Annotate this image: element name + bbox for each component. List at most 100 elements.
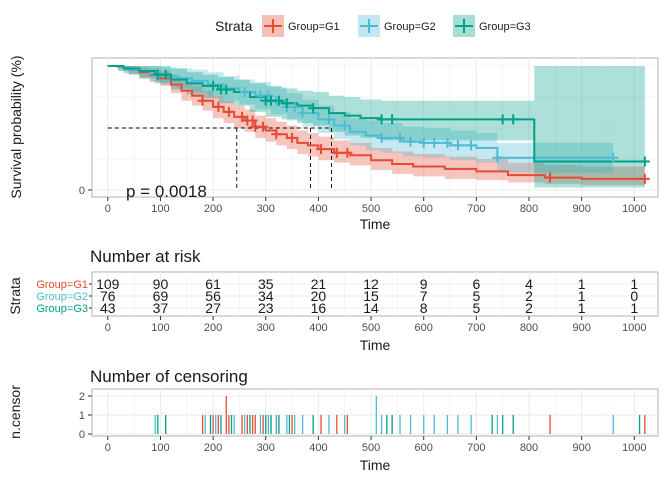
risk-cell: 35 (258, 276, 274, 292)
survival-x-tick-label: 600 (415, 203, 433, 215)
risk-table-y-axis-title: Strata (7, 277, 23, 315)
censor-mark-g3 (221, 84, 232, 95)
risk-x-tick-label: 100 (151, 322, 169, 334)
risk-cell: 34 (258, 288, 274, 304)
legend-label-g2: Group=G2 (384, 21, 436, 33)
risk-cell: 23 (258, 300, 274, 316)
censor-mark-g1 (316, 144, 327, 155)
median-survival-lines (107, 127, 333, 190)
risk-table-x-axis-title: Time (360, 337, 391, 353)
risk-row-g1: 109 90 61 35 21 12 9 6 4 1 1 (96, 276, 638, 292)
risk-cell: 0 (630, 288, 638, 304)
censor-mark-g2 (339, 120, 350, 131)
censor-mark-g1 (258, 121, 269, 132)
risk-cell: 1 (578, 288, 586, 304)
censoring-y-tick-label: 0 (79, 429, 85, 441)
risk-table-x-ticks: 0 100 200 300 400 500 600 700 800 900 1000 (105, 316, 647, 334)
censor-mark-g1 (197, 95, 208, 106)
risk-cell: 90 (153, 276, 169, 292)
risk-row-g2: 76 69 56 34 20 15 7 5 2 1 0 (100, 288, 638, 304)
censor-mark-g3 (208, 80, 219, 91)
risk-cell: 9 (420, 276, 428, 292)
censoring-x-tick-label: 900 (572, 442, 590, 454)
censor-mark-g2 (323, 114, 334, 125)
censoring-x-tick-label: 800 (520, 442, 538, 454)
risk-cell: 1 (630, 276, 638, 292)
risk-x-tick-label: 600 (415, 322, 433, 334)
censoring-panel-border (91, 388, 659, 437)
survival-panel: p = 0.0018 0 100 200 300 400 500 600 700 800 900 1… (8, 55, 659, 232)
censor-mark-g2 (608, 152, 619, 163)
survival-x-tick-label: 400 (309, 203, 327, 215)
risk-x-tick-label: 0 (105, 322, 111, 334)
risk-cell: 56 (205, 288, 221, 304)
censoring-y-tick-label: 1 (79, 410, 85, 422)
censor-mark-g3 (508, 114, 519, 125)
survival-x-ticks: 0 100 200 300 400 500 600 700 800 900 1000 (105, 197, 647, 215)
risk-cell: 37 (153, 300, 169, 316)
censoring-x-tick-label: 200 (204, 442, 222, 454)
censoring-y-axis-title: n.censor (7, 385, 23, 439)
legend-title: Strata (215, 18, 253, 34)
censor-mark-g1 (331, 147, 342, 158)
censoring-y-tick-label: 2 (79, 391, 85, 403)
censoring-x-tick-label: 500 (362, 442, 380, 454)
survival-x-tick-label: 900 (572, 203, 590, 215)
censor-mark-g2 (429, 137, 440, 148)
survival-censor-marks (152, 69, 650, 184)
survival-x-tick-label: 300 (257, 203, 275, 215)
censor-mark-g1 (247, 115, 258, 126)
risk-x-tick-label: 700 (467, 322, 485, 334)
risk-table-gridlines (92, 272, 658, 316)
risk-table-border (91, 271, 659, 317)
censoring-bars (154, 396, 646, 434)
pvalue-annotation: p = 0.0018 (126, 182, 207, 201)
censor-mark-g3 (160, 69, 171, 80)
censor-mark-g3 (273, 95, 284, 106)
censor-mark-g2 (289, 101, 300, 112)
censor-mark-g1 (545, 172, 556, 183)
censoring-x-tick-label: 1000 (622, 442, 646, 454)
censor-mark-g1 (213, 101, 224, 112)
risk-cell: 21 (311, 276, 327, 292)
risk-cell: 20 (311, 288, 327, 304)
legend-items: Group=G1 Group=G2 Group=G3 (262, 15, 531, 37)
censoring-x-tick-label: 400 (309, 442, 327, 454)
survival-gridlines (92, 58, 658, 197)
censor-mark-g2 (376, 132, 387, 143)
risk-x-tick-label: 400 (309, 322, 327, 334)
risk-table-title: Number at risk (90, 247, 201, 266)
risk-cell: 1 (578, 276, 586, 292)
survival-curve-g3 (107, 65, 645, 163)
risk-x-tick-label: 300 (257, 322, 275, 334)
risk-strata-label-g2: Group=G2 (36, 291, 88, 303)
risk-cell: 12 (363, 276, 379, 292)
survival-x-tick-label: 100 (151, 203, 169, 215)
risk-table-panel: Number at risk 109 90 61 35 21 12 9 6 4 1 176 69 56 3… (7, 247, 659, 353)
risk-cell: 14 (363, 300, 379, 316)
confidence-band-g3 (107, 66, 645, 188)
risk-cell: 6 (472, 276, 480, 292)
risk-x-tick-label: 900 (572, 322, 590, 334)
risk-cell: 69 (153, 288, 169, 304)
legend-label-g1: Group=G1 (288, 21, 340, 33)
censor-mark-g2 (452, 140, 463, 151)
censor-mark-g3 (639, 156, 650, 167)
censoring-x-tick-label: 0 (105, 442, 111, 454)
censoring-x-axis-title: Time (360, 457, 391, 473)
censor-mark-g3 (281, 98, 292, 109)
censor-mark-g2 (405, 136, 416, 147)
censor-mark-g2 (466, 140, 477, 151)
censor-mark-g2 (395, 132, 406, 143)
risk-cell: 1 (578, 300, 586, 316)
risk-cell: 7 (420, 288, 428, 304)
risk-strata-label-g1: Group=G1 (36, 279, 88, 291)
risk-cell: 16 (311, 300, 327, 316)
legend-label-g3: Group=G3 (479, 21, 531, 33)
risk-cell: 76 (100, 288, 116, 304)
risk-x-tick-label: 1000 (622, 322, 646, 334)
censoring-x-tick-label: 600 (415, 442, 433, 454)
